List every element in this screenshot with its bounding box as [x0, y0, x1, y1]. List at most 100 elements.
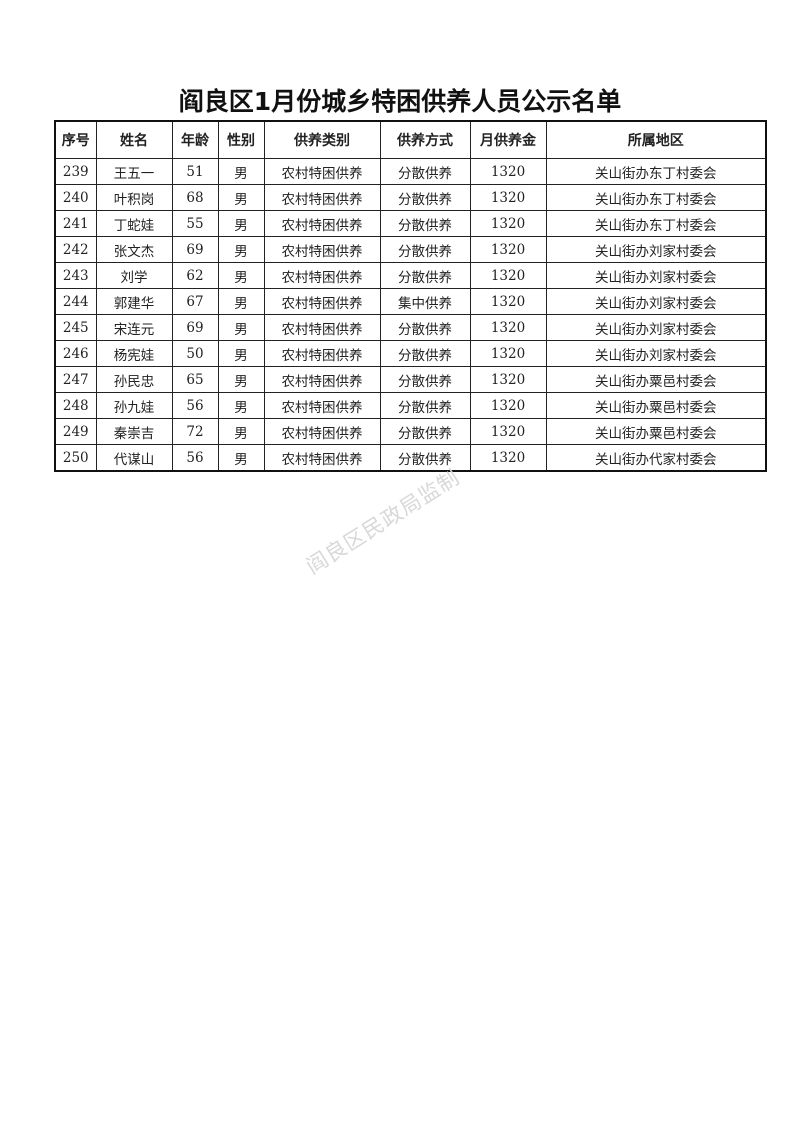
- table-cell: 56: [171, 444, 219, 472]
- table-cell: 1320: [469, 340, 547, 367]
- table-cell: 宋连元: [95, 314, 173, 341]
- table-cell: 55: [171, 210, 219, 237]
- table-cell: 分散供养: [379, 262, 471, 289]
- table-row: 242 张文杰 69 男农村特困供养 分散供养 1320 关山街办刘家村委会: [54, 236, 767, 263]
- table-cell: 农村特困供养: [263, 340, 381, 367]
- table-cell: 分散供养: [379, 236, 471, 263]
- table-row: 250 代谋山 56 男农村特困供养 分散供养 1320 关山街办代家村委会: [54, 444, 767, 472]
- column-header: 序号: [54, 120, 97, 159]
- table-cell: 农村特困供养: [263, 418, 381, 445]
- table-cell: 关山街办粟邑村委会: [545, 392, 767, 419]
- table-cell: 分散供养: [379, 418, 471, 445]
- table-cell: 51: [171, 158, 219, 185]
- table-cell: 男: [217, 262, 265, 289]
- table-cell: 王五一: [95, 158, 173, 185]
- table-cell: 郭建华: [95, 288, 173, 315]
- table-cell: 农村特困供养: [263, 314, 381, 341]
- table-cell: 关山街办东丁村委会: [545, 158, 767, 185]
- table-cell: 孙民忠: [95, 366, 173, 393]
- column-header: 性别: [217, 120, 265, 159]
- table-cell: 245: [54, 314, 97, 341]
- table-row: 240 叶积岗 68 男农村特困供养 分散供养 1320 关山街办东丁村委会: [54, 184, 767, 211]
- table-cell: 农村特困供养: [263, 444, 381, 472]
- table-cell: 1320: [469, 392, 547, 419]
- table-cell: 246: [54, 340, 97, 367]
- table-cell: 关山街办刘家村委会: [545, 340, 767, 367]
- table-row: 247 孙民忠 65 男农村特困供养 分散供养 1320 关山街办粟邑村委会: [54, 366, 767, 393]
- table-cell: 1320: [469, 444, 547, 472]
- table-cell: 248: [54, 392, 97, 419]
- table-cell: 65: [171, 366, 219, 393]
- table-cell: 农村特困供养: [263, 392, 381, 419]
- table-cell: 1320: [469, 314, 547, 341]
- table-cell: 56: [171, 392, 219, 419]
- table-cell: 孙九娃: [95, 392, 173, 419]
- table-cell: 男: [217, 314, 265, 341]
- table-cell: 男: [217, 418, 265, 445]
- table-cell: 集中供养: [379, 288, 471, 315]
- table-cell: 分散供养: [379, 184, 471, 211]
- table-cell: 男: [217, 184, 265, 211]
- table-cell: 1320: [469, 184, 547, 211]
- table-cell: 分散供养: [379, 340, 471, 367]
- table-cell: 239: [54, 158, 97, 185]
- table-cell: 69: [171, 314, 219, 341]
- table-cell: 叶积岗: [95, 184, 173, 211]
- table-cell: 农村特困供养: [263, 210, 381, 237]
- column-header: 供养类别: [263, 120, 381, 159]
- table-cell: 分散供养: [379, 392, 471, 419]
- table-cell: 关山街办粟邑村委会: [545, 366, 767, 393]
- table-cell: 农村特困供养: [263, 184, 381, 211]
- table-cell: 分散供养: [379, 314, 471, 341]
- table-cell: 男: [217, 444, 265, 472]
- table-cell: 241: [54, 210, 97, 237]
- table-cell: 1320: [469, 236, 547, 263]
- table-cell: 男: [217, 288, 265, 315]
- table-cell: 1320: [469, 418, 547, 445]
- table-cell: 关山街办刘家村委会: [545, 288, 767, 315]
- table-cell: 张文杰: [95, 236, 173, 263]
- column-header: 年龄: [171, 120, 219, 159]
- watermark: 阎良区民政局监制: [302, 465, 465, 579]
- table-cell: 分散供养: [379, 444, 471, 472]
- document-title: 阎良区1月份城乡特困供养人员公示名单: [178, 87, 622, 116]
- roster-table: 序号 姓名 年龄 性别 供养类别 供养方式 月供养金 所属地区 239 王五一 51 男农村特困供养…: [54, 120, 767, 472]
- table-cell: 69: [171, 236, 219, 263]
- table-cell: 分散供养: [379, 366, 471, 393]
- column-header: 姓名: [95, 120, 173, 159]
- table-cell: 244: [54, 288, 97, 315]
- table-cell: 243: [54, 262, 97, 289]
- table-cell: 249: [54, 418, 97, 445]
- table-cell: 247: [54, 366, 97, 393]
- column-header: 月供养金: [469, 120, 547, 159]
- table-cell: 农村特困供养: [263, 288, 381, 315]
- table-cell: 分散供养: [379, 158, 471, 185]
- table-cell: 关山街办代家村委会: [545, 444, 767, 472]
- table-cell: 农村特困供养: [263, 262, 381, 289]
- table-cell: 关山街办刘家村委会: [545, 262, 767, 289]
- table-cell: 240: [54, 184, 97, 211]
- table-cell: 杨宪娃: [95, 340, 173, 367]
- table-cell: 分散供养: [379, 210, 471, 237]
- table-cell: 1320: [469, 366, 547, 393]
- table-cell: 农村特困供养: [263, 366, 381, 393]
- table-cell: 1320: [469, 262, 547, 289]
- column-header: 供养方式: [379, 120, 471, 159]
- table-cell: 1320: [469, 288, 547, 315]
- table-cell: 关山街办粟邑村委会: [545, 418, 767, 445]
- table-cell: 关山街办刘家村委会: [545, 236, 767, 263]
- table-cell: 男: [217, 158, 265, 185]
- table-cell: 农村特困供养: [263, 158, 381, 185]
- table-cell: 68: [171, 184, 219, 211]
- table-cell: 刘学: [95, 262, 173, 289]
- table-row: 245 宋连元 69 男农村特困供养 分散供养 1320 关山街办刘家村委会: [54, 314, 767, 341]
- table-cell: 242: [54, 236, 97, 263]
- table-cell: 男: [217, 210, 265, 237]
- table-header-row: 序号 姓名 年龄 性别 供养类别 供养方式 月供养金 所属地区: [54, 120, 767, 159]
- table-cell: 农村特困供养: [263, 236, 381, 263]
- table-cell: 关山街办东丁村委会: [545, 184, 767, 211]
- table-cell: 50: [171, 340, 219, 367]
- table-cell: 丁蛇娃: [95, 210, 173, 237]
- column-header: 所属地区: [545, 120, 767, 159]
